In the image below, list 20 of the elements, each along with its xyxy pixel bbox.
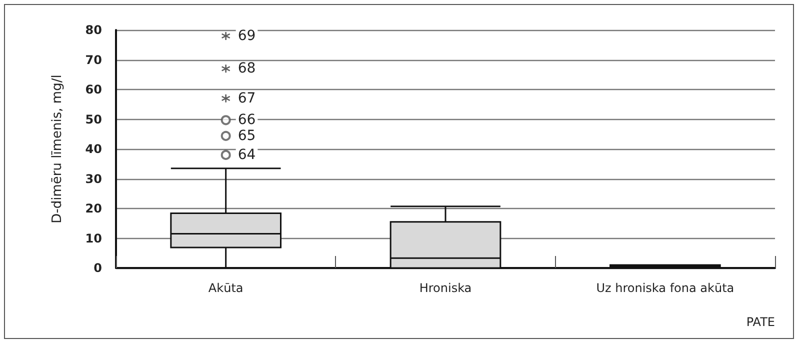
y-tick-label: 50 [85,112,102,126]
annotation: 66 [238,112,256,128]
y-axis-title: D-dimēru līmenis, mg/l [50,74,65,224]
y-tick-label: 70 [85,52,102,67]
x-tick-label: Akūta [208,281,244,295]
annotation: 68 [238,60,256,77]
annotation: 69 [238,28,256,44]
y-tick-label: 80 [85,23,102,37]
annotation: 67 [238,90,256,106]
y-tick-label: 30 [85,172,102,186]
annotation: 65 [238,128,256,144]
annotation: 64 [238,146,256,163]
x-tick-label: Hroniska [419,281,472,295]
x-axis-title: PATE [746,315,775,329]
y-tick-label: 60 [85,82,102,96]
y-tick-label: 40 [85,142,102,156]
y-tick-label: 0 [94,261,102,275]
y-tick-label: 10 [85,231,102,246]
y-tick-label: 20 [85,202,102,216]
x-tick-label: Uz hroniska fona akūta [596,281,734,295]
